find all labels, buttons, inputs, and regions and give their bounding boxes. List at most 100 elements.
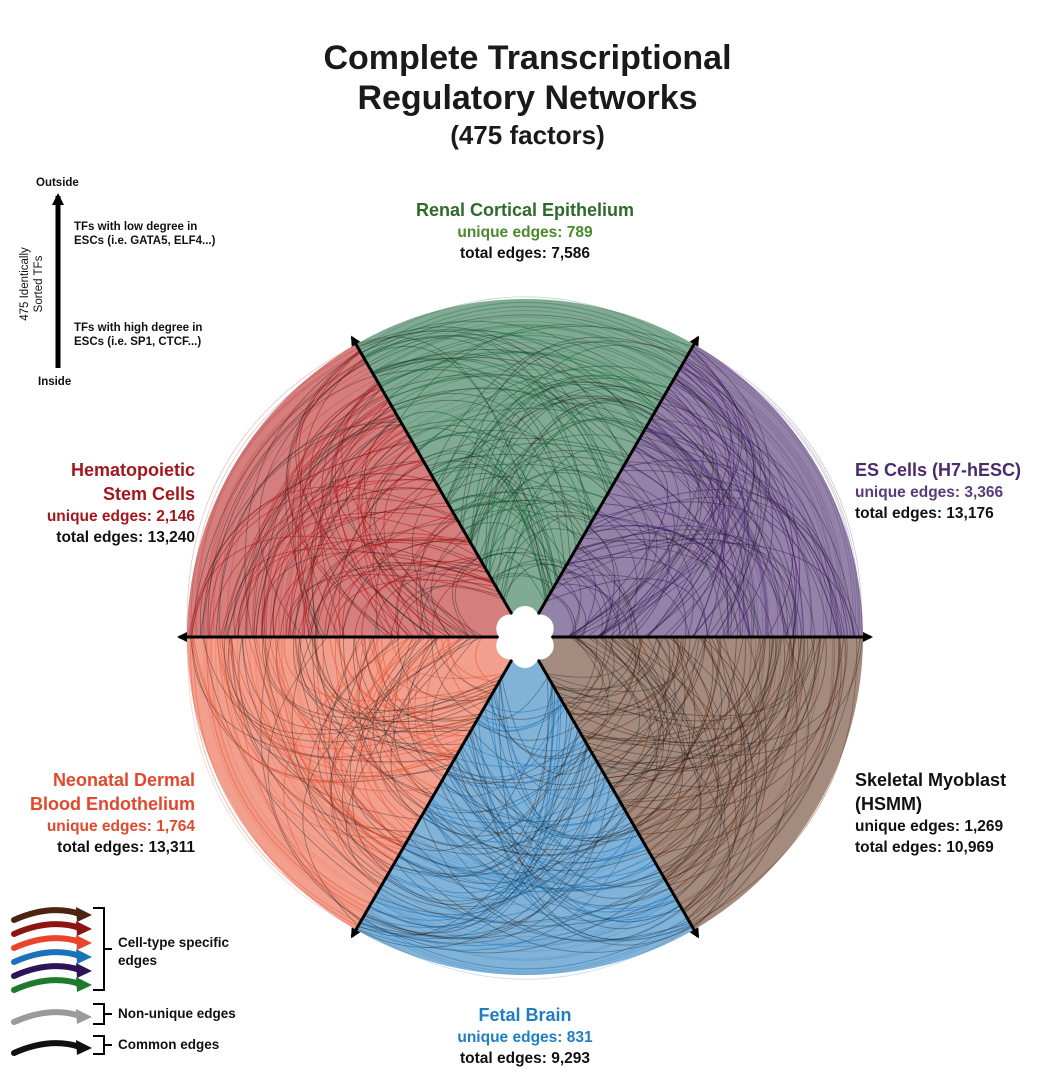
edge-hsc: [303, 434, 409, 638]
edge-hsmm: [549, 636, 816, 730]
edge-hsmm: [611, 636, 777, 788]
edge-rim-hsmm: [647, 636, 772, 851]
edge-hsmm: [606, 636, 781, 779]
edge-esc: [643, 430, 840, 638]
edge-renal: [360, 320, 665, 397]
edge-brain: [475, 721, 577, 741]
edge-rim-renal: [403, 388, 647, 428]
edge-hsc: [307, 520, 458, 638]
edge-rim-hsc: [204, 359, 366, 638]
edge-brain: [356, 828, 637, 951]
hsmm-name-1: Skeletal Myoblast: [855, 770, 1007, 790]
edge-hsmm: [652, 636, 791, 859]
edge-esc: [625, 461, 732, 638]
edge-endo: [349, 636, 433, 849]
edge-hsc: [272, 502, 448, 638]
hsc-unique: unique edges: 2,146: [46, 508, 195, 525]
edge-rim-endo: [225, 636, 376, 896]
edge-esc: [607, 492, 751, 638]
edge-brain: [360, 893, 674, 946]
low-degree-line-2: ESCs (i.e. GATA5, ELF4...): [74, 235, 216, 247]
edge-rim-renal: [391, 362, 659, 406]
edge-rim-hsmm: [670, 636, 818, 891]
edge-endo: [283, 636, 498, 702]
edge-hsmm: [576, 636, 615, 727]
edge-endo: [338, 636, 456, 759]
edge-esc: [567, 352, 743, 638]
edge-brain: [431, 797, 674, 910]
edge-rim-hsc: [226, 378, 377, 638]
edge-brain: [450, 748, 590, 781]
edge-hsmm: [573, 636, 609, 743]
edge-hsc: [300, 357, 365, 638]
edge-hsmm: [684, 636, 746, 914]
edge-rim-brain: [404, 844, 646, 883]
edge-endo: [329, 636, 475, 870]
edge-esc: [655, 410, 787, 638]
edge-esc: [650, 418, 842, 638]
edge-brain: [430, 799, 677, 913]
edge-esc: [588, 526, 621, 638]
edge-esc: [555, 583, 632, 638]
edge-renal: [458, 509, 582, 541]
edge-brain: [477, 703, 564, 731]
edge-renal: [431, 466, 554, 590]
edge-rim-hsmm: [664, 636, 805, 880]
edge-esc: [617, 475, 694, 638]
edge-rim-hsmm: [635, 636, 747, 829]
edge-esc: [660, 401, 854, 638]
edge-endo: [298, 636, 433, 799]
edge-brain: [387, 813, 628, 908]
edge-hsmm: [600, 636, 701, 860]
edge-rim-brain: [374, 897, 676, 946]
edge-hsmm: [581, 636, 761, 742]
edge-esc: [663, 396, 785, 638]
title-line-2: Regulatory Networks: [357, 79, 698, 117]
edge-renal: [360, 314, 684, 364]
edge-hsc: [188, 486, 458, 638]
edge-hsmm: [636, 636, 696, 831]
edge-renal: [448, 494, 559, 580]
edge-rim-brain: [367, 909, 683, 960]
axis-key-low-degree: TFs with low degree in ESCs (i.e. GATA5,…: [74, 220, 215, 248]
edge-brain: [439, 706, 566, 797]
edge-rim-hsmm: [648, 636, 774, 853]
edge-rim-endo: [264, 636, 396, 863]
edge-esc: [586, 432, 680, 638]
edge-hsc: [383, 460, 424, 638]
legend-common-label: Common edges: [118, 1037, 220, 1052]
edge-rim-renal: [377, 335, 673, 383]
edge-rim-endo: [237, 636, 382, 887]
edge-endo: [352, 636, 423, 874]
edge-hsmm: [638, 636, 802, 835]
edge-rim-hsmm: [658, 636, 793, 869]
edge-rim-hsc: [264, 411, 396, 638]
edge-hsmm: [569, 636, 686, 715]
edge-rim-endo: [193, 636, 360, 924]
edge-esc: [599, 365, 748, 638]
edge-rim-renal: [406, 394, 644, 433]
edge-renal: [431, 463, 550, 595]
edge-esc: [650, 417, 755, 638]
edge-rim-hsc: [254, 402, 391, 638]
edge-hsmm: [616, 636, 668, 796]
edge-hsc: [338, 461, 425, 638]
edge-renal: [481, 402, 651, 563]
edge-rim-brain: [378, 890, 672, 938]
edge-hsc: [244, 351, 361, 638]
edge-rim-brain: [410, 834, 640, 871]
edge-renal: [485, 395, 654, 570]
edge-esc: [588, 525, 751, 638]
edge-hsmm: [583, 636, 637, 740]
edge-renal: [371, 357, 631, 456]
hsmm-unique: unique edges: 1,269: [855, 818, 1004, 835]
edge-hsc: [274, 538, 469, 638]
edge-rim-hsc: [254, 402, 391, 638]
edge-hsc: [285, 574, 501, 638]
edge-hsmm: [634, 636, 737, 828]
edge-esc: [624, 463, 729, 638]
edge-esc: [676, 373, 794, 638]
edge-hsmm: [574, 636, 658, 815]
edge-endo: [388, 636, 442, 801]
